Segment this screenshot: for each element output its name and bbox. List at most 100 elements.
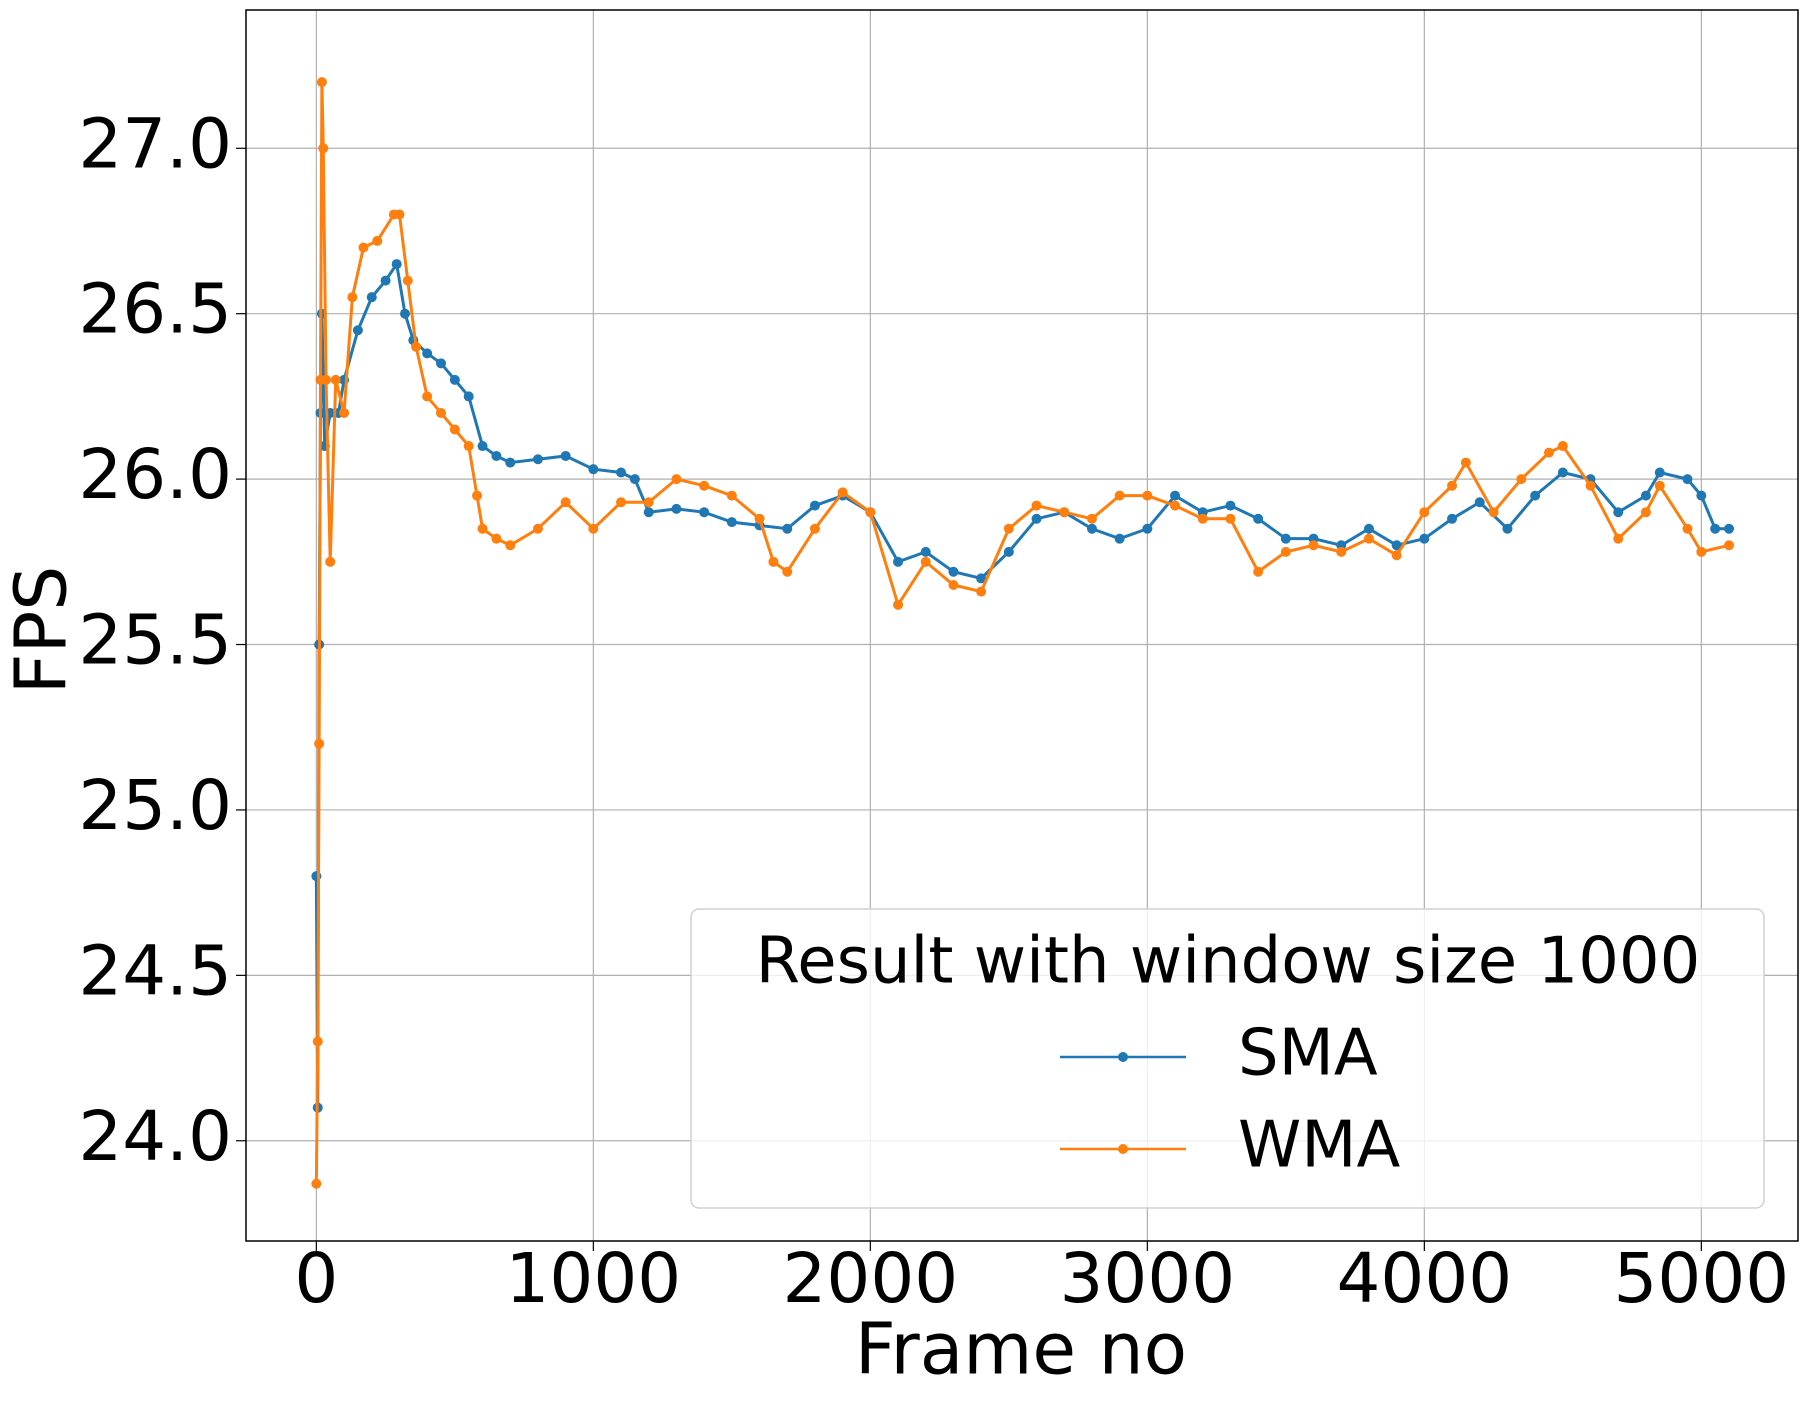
data-point <box>920 546 931 557</box>
data-point <box>588 523 599 534</box>
data-point <box>1363 533 1374 544</box>
data-point <box>1308 540 1319 551</box>
data-point <box>402 275 413 286</box>
data-point <box>809 500 820 511</box>
data-point <box>643 507 654 518</box>
data-point <box>422 391 433 402</box>
data-point <box>1654 467 1665 478</box>
data-point <box>399 308 410 319</box>
y-axis-label: FPS <box>0 566 83 695</box>
data-point <box>1613 533 1624 544</box>
data-point <box>893 556 904 567</box>
y-tick-label: 27.0 <box>78 104 232 184</box>
data-point <box>1530 490 1541 501</box>
data-point <box>366 292 377 303</box>
data-point <box>1640 490 1651 501</box>
data-point <box>560 450 571 461</box>
data-point <box>699 480 710 491</box>
data-point <box>616 497 627 508</box>
data-point <box>1142 490 1153 501</box>
data-point <box>1613 507 1624 518</box>
data-point <box>352 325 363 336</box>
data-point <box>643 497 654 508</box>
data-point <box>477 523 488 534</box>
data-point <box>1142 523 1153 534</box>
data-point <box>726 490 737 501</box>
data-point <box>1363 523 1374 534</box>
data-point <box>976 586 987 597</box>
data-point <box>1516 474 1527 485</box>
x-tick-label: 0 <box>294 1239 338 1319</box>
data-point <box>948 579 959 590</box>
y-tick-label: 24.0 <box>78 1097 232 1177</box>
data-point <box>1502 523 1513 534</box>
data-point <box>316 77 327 88</box>
data-point <box>1280 533 1291 544</box>
data-point <box>532 454 543 465</box>
data-point <box>463 391 474 402</box>
data-point <box>1557 467 1568 478</box>
data-point <box>380 275 391 286</box>
data-point <box>1225 513 1236 524</box>
data-point <box>1488 507 1499 518</box>
data-point <box>472 490 483 501</box>
x-axis-label: Frame no <box>855 1308 1187 1391</box>
data-point <box>339 407 350 418</box>
data-point <box>1543 447 1554 458</box>
data-point <box>1170 490 1181 501</box>
data-point <box>754 513 765 524</box>
data-point <box>1474 497 1485 508</box>
data-point <box>809 523 820 534</box>
x-tick-label: 3000 <box>1060 1239 1236 1319</box>
x-tick-label: 5000 <box>1614 1239 1790 1319</box>
data-point <box>1336 546 1347 557</box>
data-point <box>893 599 904 610</box>
legend-title: Result with window size 1000 <box>756 925 1701 999</box>
y-tick-label: 24.5 <box>78 931 232 1011</box>
data-point <box>768 556 779 567</box>
data-point <box>1682 474 1693 485</box>
data-point <box>358 242 369 253</box>
legend-label: WMA <box>1238 1109 1401 1183</box>
data-point <box>1086 523 1097 534</box>
data-point <box>1114 490 1125 501</box>
legend-marker <box>1118 1144 1128 1154</box>
data-point <box>1114 533 1125 544</box>
data-point <box>671 474 682 485</box>
data-point <box>1419 533 1430 544</box>
legend-label: SMA <box>1238 1017 1378 1091</box>
data-point <box>463 441 474 452</box>
data-point <box>422 348 433 359</box>
data-point <box>394 209 405 220</box>
data-point <box>1086 513 1097 524</box>
data-point <box>1031 513 1042 524</box>
data-point <box>837 487 848 498</box>
data-point <box>321 374 332 385</box>
data-point <box>411 341 422 352</box>
data-point <box>1585 480 1596 491</box>
data-point <box>1003 546 1014 557</box>
data-point <box>312 1036 323 1047</box>
legend: Result with window size 1000 SMA WMA <box>690 908 1765 1209</box>
data-point <box>1253 566 1264 577</box>
data-point <box>1197 513 1208 524</box>
data-point <box>477 441 488 452</box>
y-tick-label: 25.5 <box>78 601 232 681</box>
data-point <box>330 374 341 385</box>
data-point <box>1391 540 1402 551</box>
data-point <box>1696 546 1707 557</box>
data-point <box>436 358 447 369</box>
data-point <box>1059 507 1070 518</box>
data-point <box>1419 507 1430 518</box>
data-point <box>532 523 543 534</box>
data-point <box>629 474 640 485</box>
data-point <box>347 292 358 303</box>
data-point <box>782 523 793 534</box>
data-point <box>1640 507 1651 518</box>
data-point <box>1654 480 1665 491</box>
legend-marker <box>1118 1052 1128 1062</box>
data-point <box>449 424 460 435</box>
data-point <box>391 259 402 270</box>
data-point <box>588 464 599 475</box>
